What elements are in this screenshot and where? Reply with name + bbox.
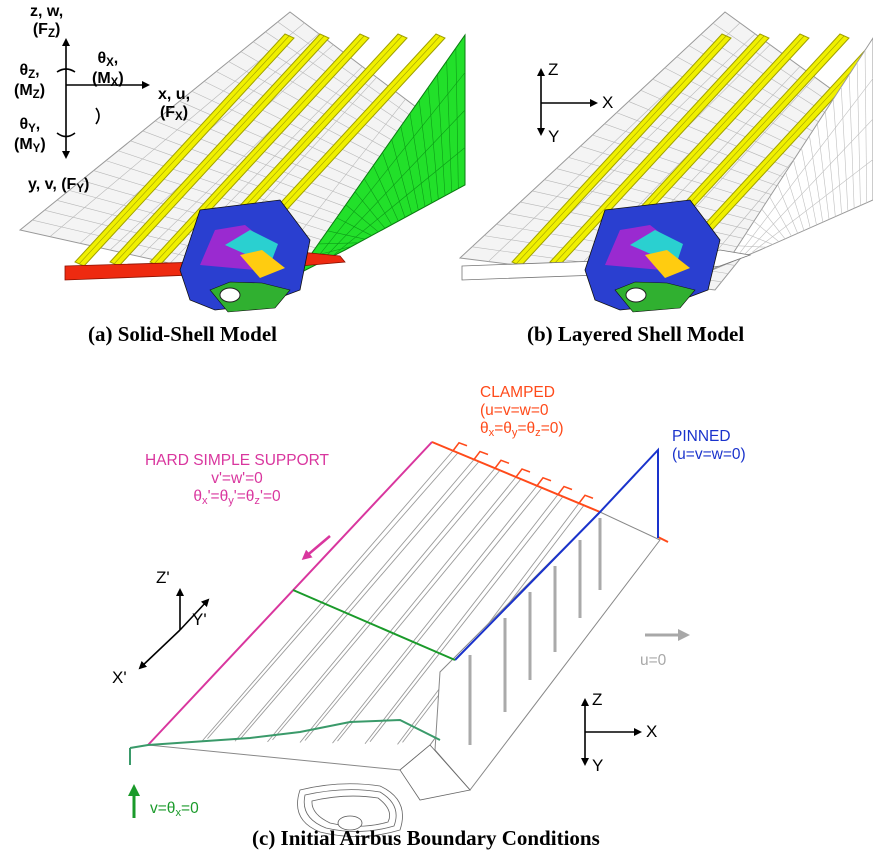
theta-x-label-a: θX, (MX) bbox=[92, 50, 124, 90]
axis-x-label-b: X bbox=[602, 93, 614, 112]
stringer bbox=[74, 33, 295, 267]
v-label-sub: x bbox=[175, 807, 182, 819]
hss-line2d: '=0 bbox=[260, 487, 281, 505]
moment-y-sub: Y bbox=[32, 143, 41, 156]
axis-fx-sub: X bbox=[175, 111, 183, 124]
hss-sub-z: z bbox=[254, 494, 260, 507]
hss-line2c: '=θ bbox=[233, 487, 255, 505]
moment-x-sub: X bbox=[110, 77, 119, 90]
axis-x-text: x, u, bbox=[158, 86, 191, 103]
axis-x-label-c: X bbox=[646, 722, 658, 741]
mesh-line bbox=[253, 41, 403, 135]
caption-c: (c) Initial Airbus Boundary Conditions bbox=[252, 826, 600, 850]
v-theta-label: v=θx=0 bbox=[150, 800, 199, 820]
axis-arrows-a bbox=[56, 38, 150, 159]
axis-fy-sub: Y bbox=[76, 183, 84, 195]
clamped-line1: (u=v=w=0 bbox=[480, 401, 549, 419]
mesh-line bbox=[333, 147, 466, 256]
axis-y-close: ) bbox=[84, 176, 90, 193]
pinned-label: PINNED (u=v=w=0) bbox=[672, 428, 746, 464]
hss-title: HARD SIMPLE SUPPORT bbox=[144, 452, 330, 469]
axis-y-label-b: Y bbox=[548, 127, 560, 146]
axis-y-text: y, v, (F bbox=[28, 176, 77, 193]
pinned-line1: (u=v=w=0) bbox=[672, 445, 746, 463]
axis-fx-text: F bbox=[165, 104, 176, 122]
hss-line2b: '=θ bbox=[207, 487, 229, 505]
hss-line2a: θ bbox=[193, 487, 202, 505]
clamped-sub-x: x bbox=[488, 426, 495, 439]
axis-z-label-c: Z bbox=[592, 690, 603, 709]
theta-z-text: θ bbox=[19, 62, 29, 79]
moment-z-sub: Z bbox=[32, 89, 40, 102]
v-label-b: =0 bbox=[181, 800, 199, 817]
clamped-title: CLAMPED bbox=[480, 384, 555, 401]
hss-sub-x: x bbox=[201, 494, 208, 507]
clamped-line2a: θ bbox=[480, 419, 489, 437]
u0-label: u=0 bbox=[640, 652, 667, 669]
axis-z-label-c-local: Z' bbox=[156, 568, 170, 587]
hss-line1: v'=w'=0 bbox=[211, 469, 263, 487]
v-label-a: v=θ bbox=[150, 800, 176, 817]
axis-y-label-a: y, v, (FY) bbox=[28, 176, 89, 196]
fitting-a bbox=[179, 199, 311, 313]
caption-a: (a) Solid-Shell Model bbox=[88, 322, 278, 346]
axis-y-label-c-local: Y' bbox=[192, 610, 207, 629]
clamped-label: CLAMPED (u=v=w=0 θx=θy=θz=0) bbox=[480, 384, 564, 439]
axis-z-label-b: Z bbox=[548, 60, 559, 79]
pinned-title: PINNED bbox=[672, 428, 731, 445]
caption-b: (b) Layered Shell Model bbox=[527, 322, 745, 346]
theta-x-text: θ bbox=[97, 50, 107, 67]
clamped-line2d: =0) bbox=[540, 419, 564, 437]
clamped-line2b: =θ bbox=[494, 419, 512, 437]
axis-fz-text: F bbox=[38, 21, 48, 39]
moment-y-text: M bbox=[19, 136, 33, 154]
moment-z-text: M bbox=[19, 82, 33, 100]
axis-fz-sub: Z bbox=[47, 28, 55, 41]
theta-y-text: θ bbox=[19, 116, 29, 133]
stringer-mesh bbox=[78, 35, 290, 265]
mesh-line bbox=[277, 21, 415, 119]
stringer-mesh bbox=[113, 35, 325, 265]
theta-y-sub: Y bbox=[28, 123, 36, 135]
theta-z-sub: Z bbox=[28, 69, 36, 81]
mesh-line bbox=[265, 31, 409, 127]
clamped-sub-y: y bbox=[511, 426, 518, 439]
hss-label: HARD SIMPLE SUPPORT v'=w'=0 θx'=θy'=θz'=… bbox=[122, 452, 352, 507]
axis-z-label-a: z, w, (FZ) bbox=[30, 3, 64, 41]
axis-x-label-a: x, u, (FX) bbox=[158, 86, 191, 124]
mesh-line bbox=[311, 72, 466, 266]
hss-sub-y: y bbox=[228, 494, 234, 507]
clamped-line2c: =θ bbox=[517, 419, 536, 437]
axis-z-text: z, w, bbox=[30, 3, 64, 20]
theta-x-sub: X bbox=[106, 57, 114, 69]
theta-y-label-a: θY, (MY) bbox=[14, 116, 46, 156]
clamped-sub-z: z bbox=[535, 426, 541, 439]
mesh-line bbox=[322, 109, 466, 261]
axis-x-label-c-local: X' bbox=[112, 668, 127, 687]
axis-y-label-c: Y bbox=[592, 756, 604, 775]
stringer-mesh bbox=[153, 35, 365, 265]
theta-z-label-a: θZ, (MZ) bbox=[14, 62, 46, 102]
moment-x-text: M bbox=[97, 70, 111, 88]
